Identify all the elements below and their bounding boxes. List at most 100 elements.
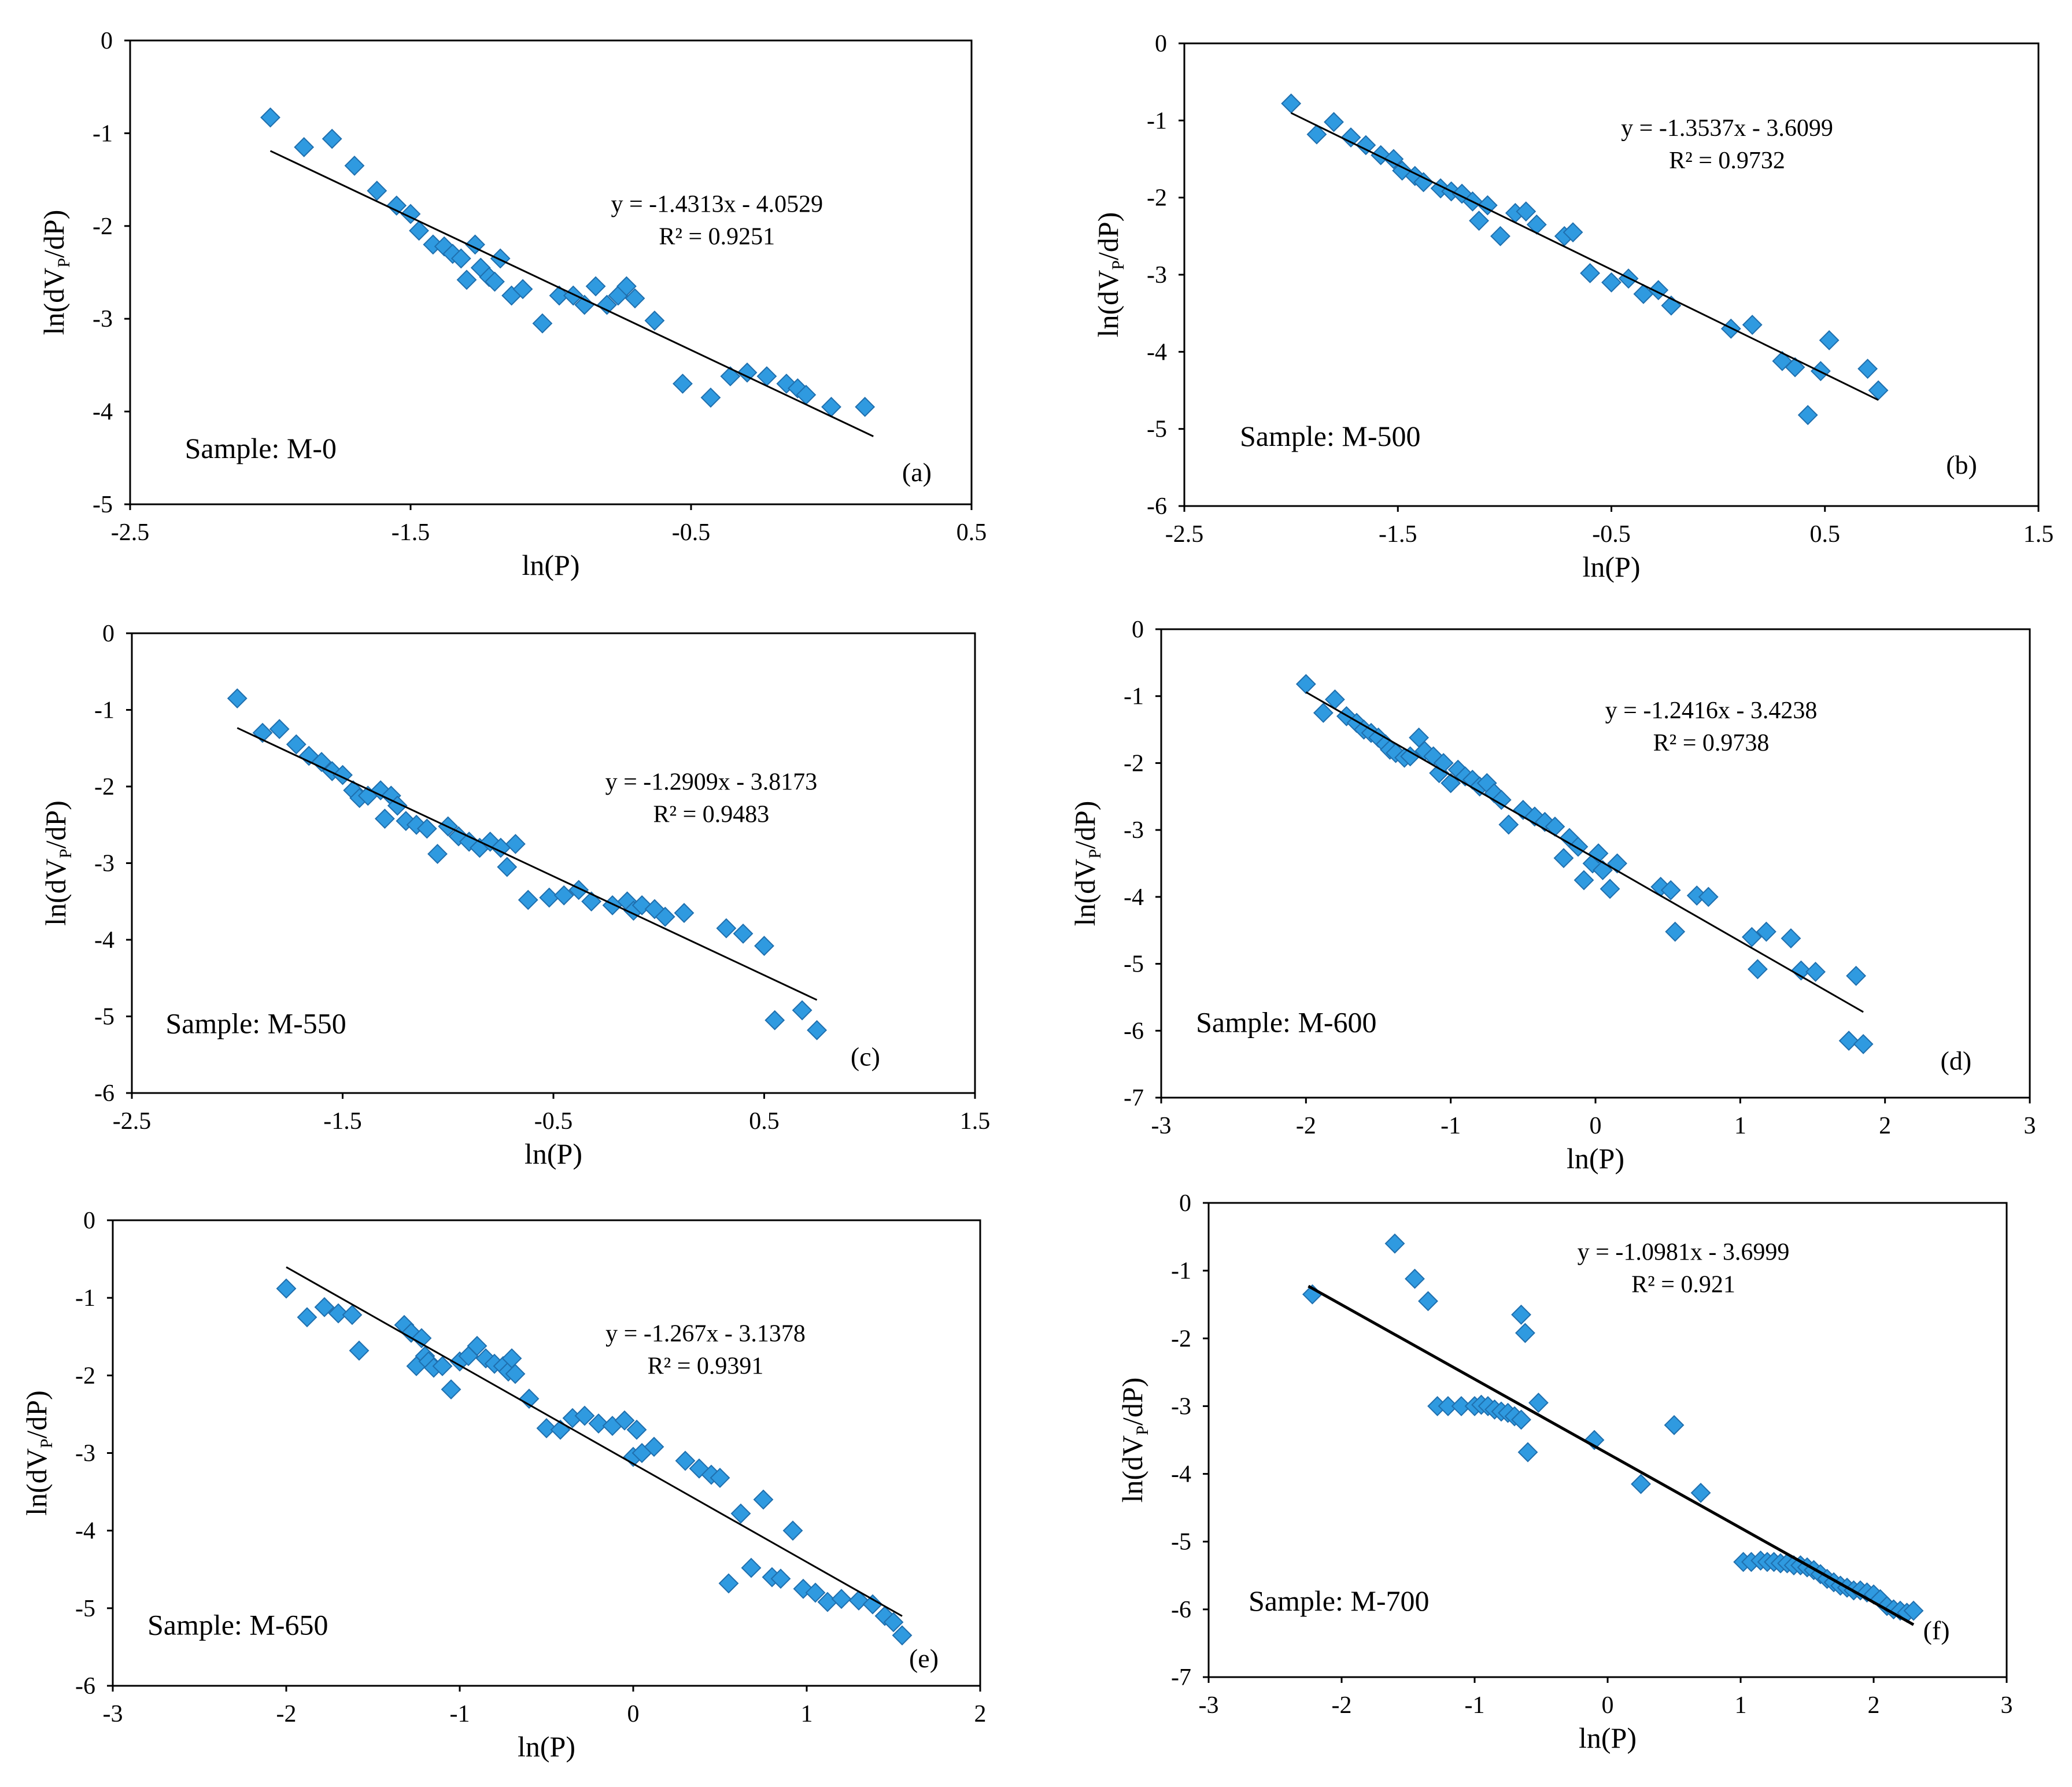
y-tick-label: -2 (94, 774, 115, 800)
fit-r-squared: R² = 0.9732 (1669, 147, 1785, 174)
data-point (733, 923, 754, 944)
y-tick-label: -5 (94, 1004, 115, 1031)
x-tick-label: 1.5 (960, 1108, 991, 1135)
data-point (485, 271, 505, 292)
data-point (883, 1612, 904, 1633)
y-axis-label: ln(dVP/dP) (38, 210, 73, 335)
data-point (1418, 1291, 1438, 1312)
x-tick-label: 2 (1879, 1113, 1891, 1139)
x-tick-label: 0 (627, 1701, 640, 1727)
y-tick-label: -5 (1147, 416, 1167, 443)
y-tick-label: -3 (1147, 262, 1167, 289)
trend-line (237, 727, 818, 1001)
data-point (505, 833, 526, 854)
y-tick-label: -4 (1124, 884, 1144, 911)
y-tick-label: -5 (75, 1596, 95, 1622)
data-point (1601, 272, 1622, 293)
data-point (614, 1410, 635, 1431)
x-tick-label: 1 (1735, 1692, 1747, 1719)
data-point (764, 1010, 785, 1031)
data-point (1324, 112, 1344, 132)
y-tick-label: -6 (94, 1080, 115, 1107)
x-tick-label: 0 (1602, 1692, 1614, 1719)
fit-r-squared: R² = 0.9738 (1653, 730, 1770, 756)
fit-equation: y = -1.0981x - 3.6999 (1578, 1239, 1790, 1265)
y-tick-label: -2 (1124, 750, 1144, 777)
data-point (1477, 195, 1498, 216)
x-axis-label: ln(P) (522, 549, 580, 581)
data-point (456, 269, 477, 290)
data-point (1451, 1396, 1472, 1416)
y-tick-label: -2 (93, 213, 113, 240)
trend-line (1305, 691, 1864, 1013)
fit-r-squared: R² = 0.921 (1631, 1271, 1735, 1298)
data-point (1600, 878, 1620, 899)
x-tick-label: 3 (2024, 1113, 2036, 1139)
data-point (831, 1589, 852, 1609)
data-point (673, 374, 693, 394)
data-point (549, 285, 570, 306)
y-tick-label: -3 (94, 851, 115, 877)
data-point (1306, 124, 1327, 145)
data-point (519, 1389, 540, 1409)
data-point (753, 1489, 774, 1510)
data-point (1648, 280, 1669, 301)
x-tick-label: 0 (1590, 1113, 1602, 1139)
data-point (1785, 357, 1805, 378)
data-point (1517, 1442, 1538, 1463)
panel-label: (f) (1923, 1615, 1950, 1645)
trend-line (1290, 112, 1879, 401)
data-point (490, 248, 511, 269)
x-tick-label: -2 (1332, 1692, 1352, 1719)
data-point (344, 156, 365, 176)
x-axis-label: ln(P) (1567, 1142, 1624, 1175)
data-point (286, 734, 306, 755)
panel-label: (c) (851, 1042, 880, 1071)
data-point (1819, 330, 1840, 350)
y-tick-label: -4 (93, 399, 113, 426)
data-point (416, 818, 437, 839)
y-tick-label: -1 (1124, 684, 1144, 710)
data-point (710, 1468, 730, 1488)
x-tick-label: -1.5 (391, 519, 430, 546)
y-axis-label: ln(dVP/dP) (39, 800, 75, 926)
x-tick-label: -1.5 (1379, 521, 1417, 548)
chart-panel-5: -3 -2 -1 0 1 2 3 0 -1 -2 -3 -4 -5 -6 -7 ln(P) ln(dVP/dP)… (1116, 1190, 2013, 1754)
x-tick-label: -2 (1296, 1113, 1316, 1139)
data-point (1400, 746, 1420, 767)
data-point (1528, 1393, 1549, 1413)
data-point (563, 285, 583, 306)
fit-equation: y = -1.2909x - 3.8173 (605, 769, 818, 795)
y-tick-label: 0 (83, 1208, 95, 1234)
fit-r-squared: R² = 0.9251 (659, 224, 775, 250)
y-axis-label: ln(dVP/dP) (1092, 212, 1128, 338)
data-point (386, 195, 407, 216)
x-tick-label: -2 (276, 1701, 297, 1727)
data-point (626, 1419, 647, 1440)
y-tick-label: 0 (1132, 616, 1144, 643)
trend-line (269, 150, 874, 437)
y-tick-label: 0 (101, 28, 113, 54)
data-point (532, 313, 553, 334)
y-tick-label: -3 (93, 306, 113, 333)
data-point (1490, 226, 1510, 246)
data-point (574, 1405, 595, 1426)
x-tick-label: -1 (1441, 1113, 1461, 1139)
panel-label: (d) (1941, 1046, 1972, 1075)
sample-label: Sample: M-700 (1249, 1585, 1429, 1617)
x-tick-label: -0.5 (534, 1108, 573, 1135)
data-point (754, 936, 774, 957)
data-point (1384, 1233, 1405, 1254)
data-point (1498, 814, 1519, 835)
y-tick-label: -3 (75, 1441, 95, 1467)
data-point (276, 1278, 297, 1299)
data-point (1846, 965, 1867, 986)
x-tick-label: 1 (801, 1701, 813, 1727)
x-tick-label: -1.5 (323, 1108, 362, 1135)
plot-frame (129, 39, 973, 505)
data-point (553, 885, 574, 906)
data-point (597, 294, 617, 315)
data-point (625, 288, 645, 309)
y-tick-label: 0 (102, 621, 115, 647)
data-point (644, 1437, 664, 1457)
